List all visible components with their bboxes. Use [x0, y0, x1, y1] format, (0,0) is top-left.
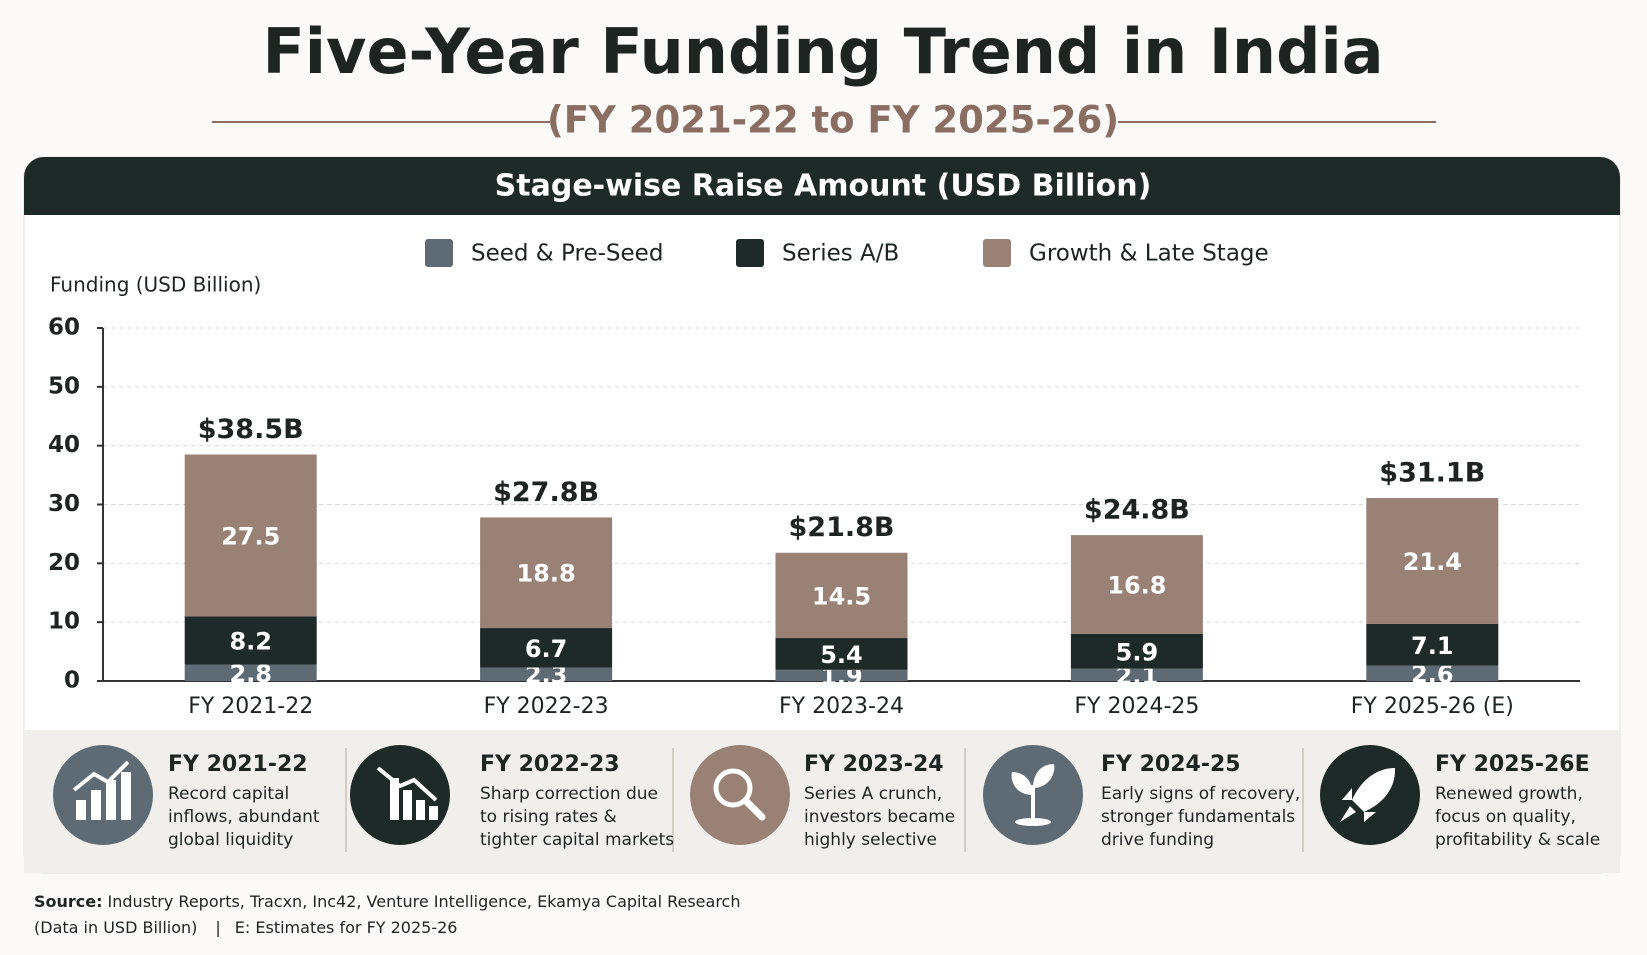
source-label: Source: [34, 892, 103, 911]
highlight-text: profitability & scale [1435, 830, 1600, 850]
footer-source: Source: Industry Reports, Tracxn, Inc42, … [34, 892, 741, 911]
highlight-text: Record capital [168, 784, 289, 804]
bar-segment [184, 616, 317, 665]
y-tick-label: 40 [48, 432, 80, 458]
total-label: $24.8B [1084, 495, 1190, 526]
highlight-text: Renewed growth, [1435, 784, 1583, 804]
highlight-text: tighter capital markets [480, 830, 674, 850]
segment-label: 16.8 [1107, 572, 1166, 600]
y-tick-label: 60 [48, 315, 80, 341]
icons [53, 745, 1420, 845]
highlight-title: FY 2022-23 [480, 752, 620, 777]
segment-label: 7.1 [1411, 632, 1454, 660]
segment-label: 21.4 [1403, 548, 1462, 576]
bar-segment [184, 454, 317, 617]
highlight-title: FY 2021-22 [168, 752, 308, 777]
highlight-text: highly selective [804, 830, 937, 850]
segment-label: 5.9 [1116, 638, 1159, 666]
highlight-text: Sharp correction due [480, 784, 658, 804]
footer-note: (Data in USD Billion) | E: Estimates for F… [34, 918, 457, 937]
highlight-text: Series A crunch, [804, 784, 942, 804]
bar-segment [480, 517, 613, 629]
y-tick-label: 0 [64, 668, 80, 694]
highlight-text: stronger fundamentals [1101, 807, 1295, 827]
bar-segment [1070, 668, 1203, 681]
total-label: $27.8B [493, 477, 599, 508]
highlight-title: FY 2025-26E [1435, 752, 1590, 777]
estimate-note: E: Estimates for FY 2025-26 [235, 918, 458, 937]
segment-label: 8.2 [229, 627, 272, 655]
x-tick-label: FY 2021-22 [188, 694, 313, 719]
separator: | [215, 918, 220, 937]
source-text: Industry Reports, Tracxn, Inc42, Venture… [108, 892, 741, 911]
x-tick-label: FY 2024-25 [1074, 694, 1199, 719]
total-label: $38.5B [198, 414, 304, 445]
highlight-title: FY 2024-25 [1101, 752, 1241, 777]
bar-segment [1366, 665, 1499, 681]
highlight-title: FY 2023-24 [804, 752, 944, 777]
highlight-text: Early signs of recovery, [1101, 784, 1300, 804]
segment-label: 18.8 [516, 560, 575, 588]
data-note: (Data in USD Billion) [34, 918, 197, 937]
segment-label: 5.4 [820, 641, 863, 669]
bar-segment [1070, 633, 1203, 669]
panel-header [24, 157, 1620, 215]
bar-segment [1366, 623, 1499, 666]
highlight-text: investors became [804, 807, 955, 827]
legend-label: Series A/B [782, 241, 899, 267]
bar-segment [775, 669, 908, 681]
subtitle: (FY 2021-22 to FY 2025-26) [547, 99, 1119, 142]
x-tick-label: FY 2022-23 [484, 694, 609, 719]
y-tick-label: 20 [48, 550, 80, 576]
total-label: $21.8B [789, 512, 895, 543]
bar-segment [775, 638, 908, 670]
segment-label: 14.5 [812, 582, 871, 610]
y-tick-label: 10 [48, 609, 80, 635]
bar-segment [480, 667, 613, 681]
highlight-text: inflows, abundant [168, 807, 320, 827]
legend-swatch [425, 239, 453, 267]
highlight-text: global liquidity [168, 830, 293, 850]
bar-segment [1366, 498, 1499, 624]
bar-segment [1070, 535, 1203, 634]
y-tick-label: 50 [48, 373, 80, 399]
y-axis-label: Funding (USD Billion) [50, 273, 261, 297]
highlight-text: to rising rates & [480, 807, 617, 827]
x-tick-label: FY 2025-26 (E) [1351, 694, 1514, 719]
highlight-text: drive funding [1101, 830, 1214, 850]
title: Five-Year Funding Trend in India [262, 15, 1383, 88]
chart-title: Stage-wise Raise Amount (USD Billion) [495, 169, 1152, 204]
bar-segment [184, 664, 317, 681]
x-tick-label: FY 2023-24 [779, 694, 904, 719]
legend-label: Seed & Pre-Seed [471, 241, 663, 267]
y-tick-label: 30 [48, 491, 80, 517]
legend-label: Growth & Late Stage [1029, 241, 1269, 267]
segment-label: 6.7 [525, 635, 568, 663]
segment-label: 27.5 [221, 522, 280, 550]
bar-segment [480, 628, 613, 668]
legend-swatch [736, 239, 764, 267]
total-label: $31.1B [1379, 458, 1485, 489]
bar-segment [775, 552, 908, 639]
highlight-text: focus on quality, [1435, 807, 1576, 827]
legend-swatch [983, 239, 1011, 267]
dividers [345, 748, 1304, 852]
